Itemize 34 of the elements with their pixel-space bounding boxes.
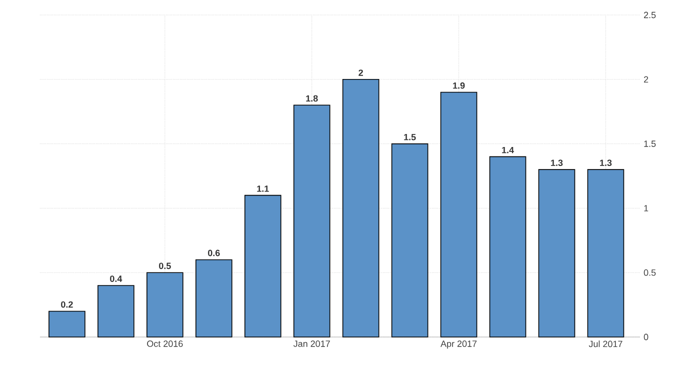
data-label: 0.6 xyxy=(208,250,220,256)
bar xyxy=(538,169,576,338)
x-tick-label: Jul 2017 xyxy=(588,340,622,348)
bar xyxy=(391,143,428,338)
x-tick-label: Oct 2016 xyxy=(147,340,183,347)
data-label: 0.4 xyxy=(110,276,122,282)
bar xyxy=(146,272,184,338)
y-tick-label: 1.5 xyxy=(644,140,656,147)
y-tick-label: 0.5 xyxy=(644,269,656,276)
bar xyxy=(98,285,134,338)
bar xyxy=(342,79,380,338)
bar xyxy=(489,156,526,338)
data-label: 1.1 xyxy=(257,186,269,192)
data-label: 1.5 xyxy=(404,134,416,140)
data-label: 2 xyxy=(358,70,363,76)
data-label: 0.2 xyxy=(61,301,73,308)
y-tick-label: 2 xyxy=(644,76,648,83)
data-label: 1.3 xyxy=(551,160,563,166)
bar xyxy=(440,92,478,338)
data-label: 0.5 xyxy=(159,262,171,270)
data-label: 1.9 xyxy=(453,82,465,89)
y-tick-label: 1 xyxy=(644,205,648,212)
bar xyxy=(293,104,330,338)
y-tick-label: 0 xyxy=(644,334,648,340)
x-tick-label: Apr 2017 xyxy=(440,340,477,349)
data-label: 1.3 xyxy=(600,160,612,166)
y-tick-label: 2.5 xyxy=(644,12,656,18)
bar xyxy=(48,310,86,338)
x-tick-label: Jan 2017 xyxy=(293,340,330,347)
data-label: 1.4 xyxy=(502,146,514,154)
bar xyxy=(244,194,282,338)
data-label: 1.8 xyxy=(306,95,318,102)
bar xyxy=(195,259,232,338)
bar xyxy=(587,169,624,338)
